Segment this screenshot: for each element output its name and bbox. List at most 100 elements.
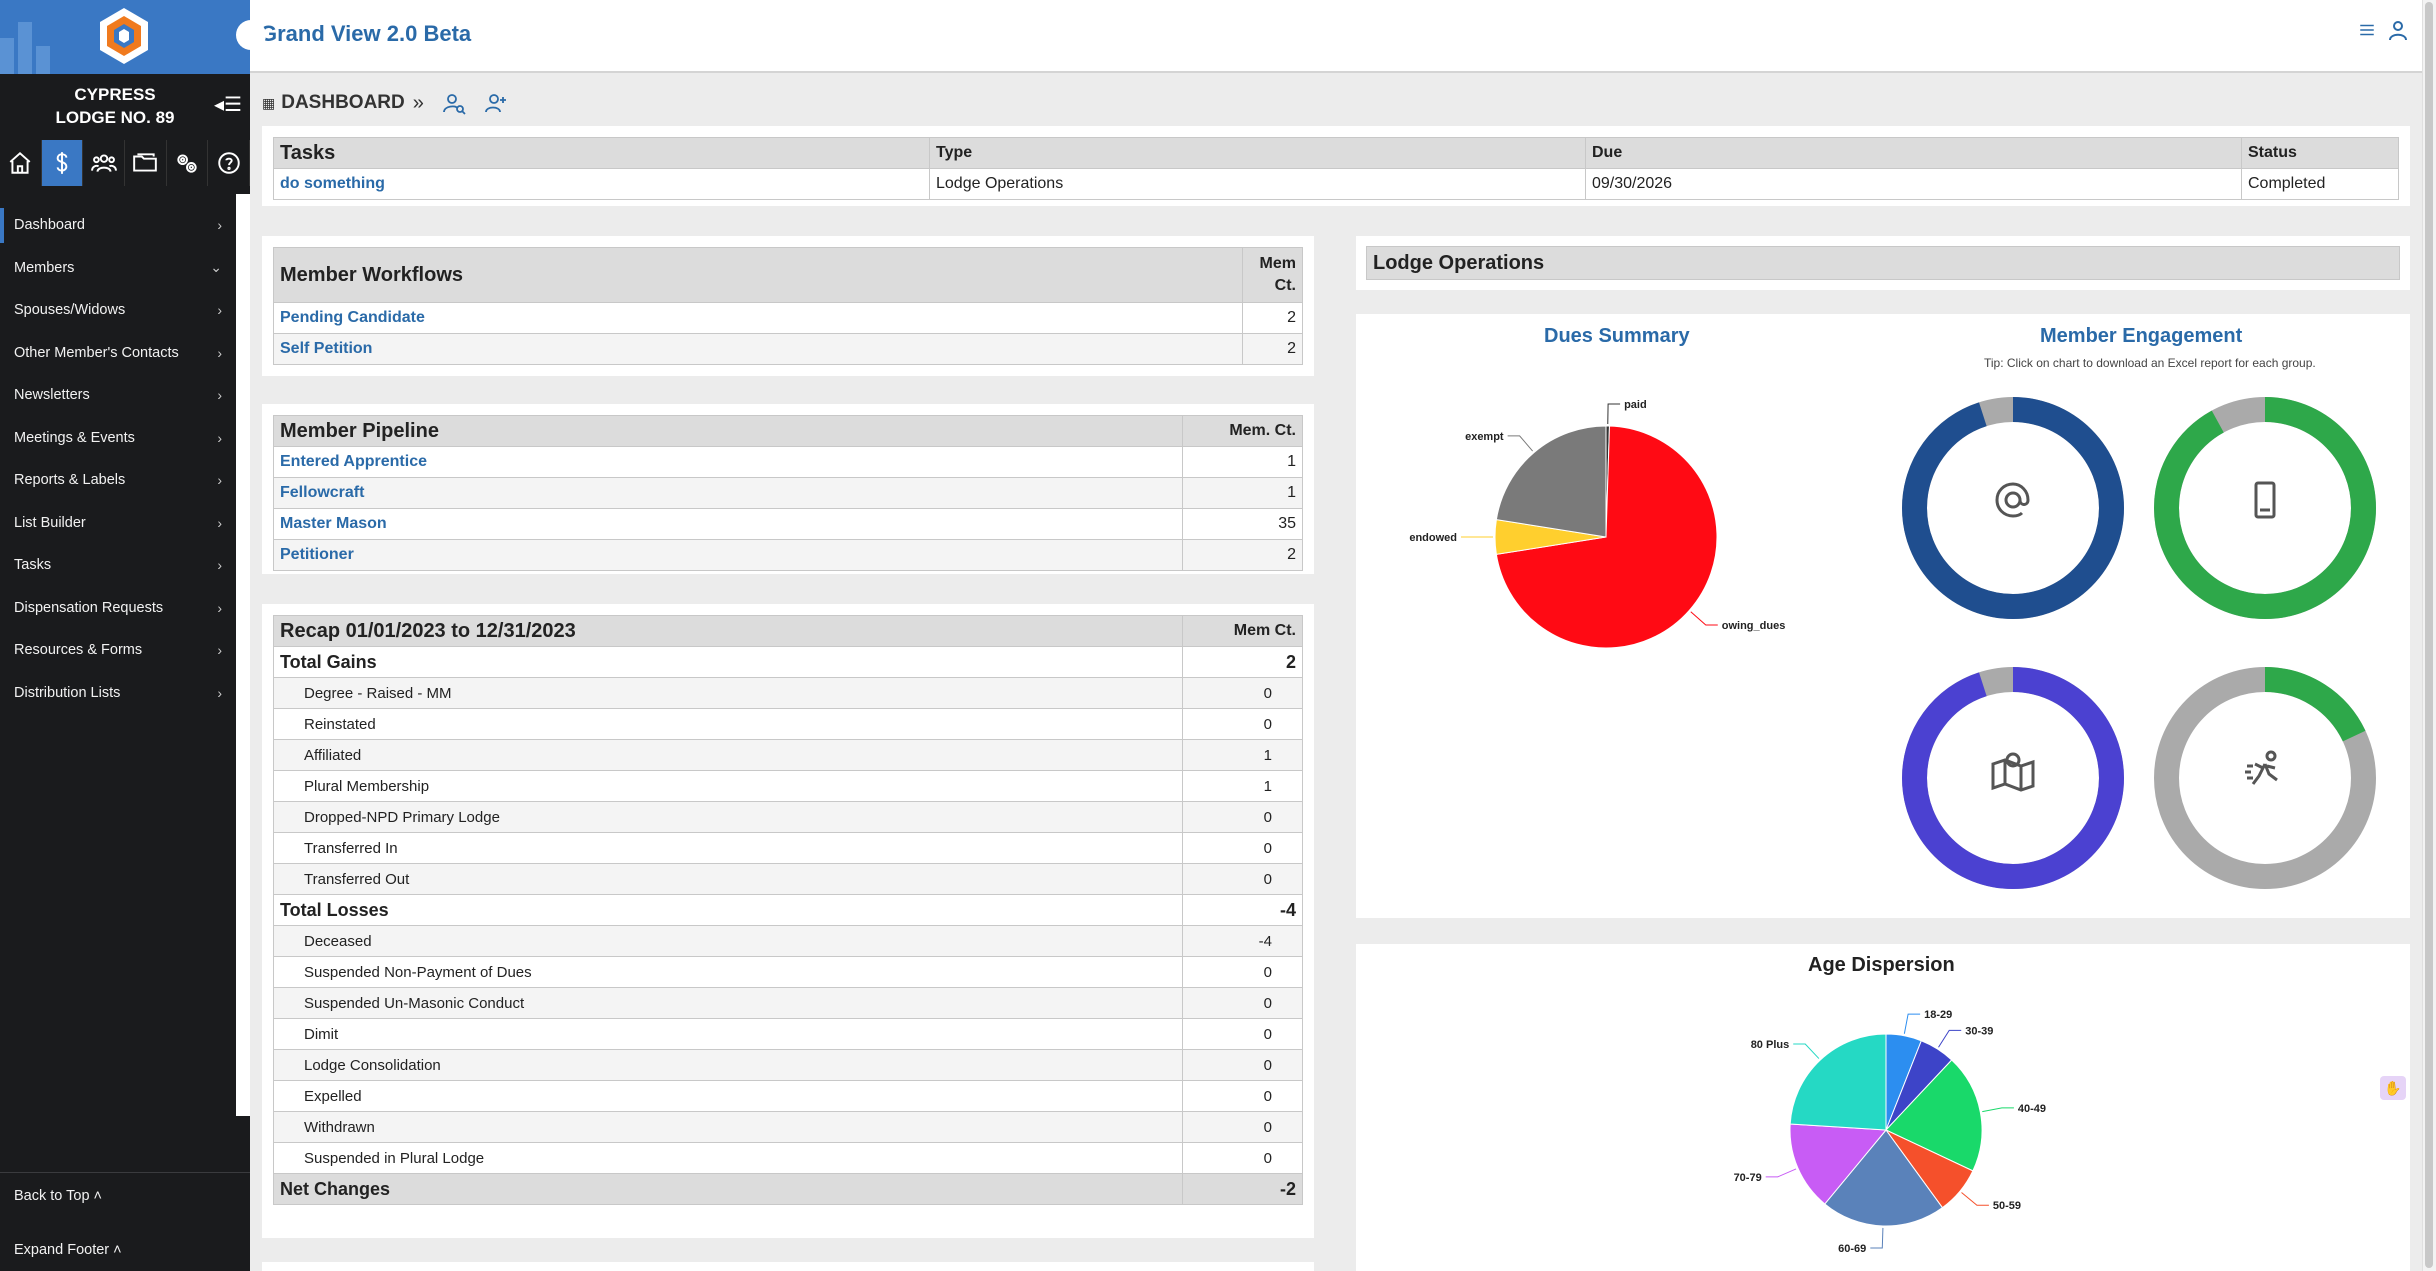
lodge-logo-icon[interactable] — [98, 6, 150, 66]
sidebar-icon-bar — [0, 140, 251, 186]
dues-slice-exempt[interactable] — [1495, 425, 1607, 538]
recap-item-label: Transferred In — [273, 832, 1183, 864]
age-leader-line — [1870, 1227, 1884, 1249]
recap-item-value: -4 — [1182, 925, 1303, 957]
recap-item-value: 0 — [1182, 1018, 1303, 1050]
workflow-link[interactable]: Self Petition — [280, 340, 373, 357]
engagement-donut-segment[interactable] — [2154, 667, 2376, 889]
table-row: Suspended in Plural Lodge 0 — [273, 1142, 1303, 1174]
sidebar-item-dispensation-requests[interactable]: Dispensation Requests › — [0, 587, 236, 630]
scrollbar-thumb[interactable] — [2425, 2, 2433, 1268]
members-icon[interactable] — [83, 140, 126, 186]
menu-icon[interactable] — [2358, 21, 2376, 39]
recap-item-value: 0 — [1182, 677, 1303, 709]
back-to-top-link[interactable]: Back to Top ˄ — [14, 1188, 102, 1204]
dues-summary-chart[interactable]: paid owing_dues endowed exempt — [1376, 364, 1836, 664]
breadcrumb: ▦ DASHBOARD » — [262, 88, 508, 118]
recap-item-label: Degree - Raised - MM — [273, 677, 1183, 709]
recap-item-label: Suspended Un-Masonic Conduct — [273, 987, 1183, 1019]
breadcrumb-dashboard[interactable]: DASHBOARD — [281, 92, 405, 113]
engagement-donut-segment[interactable] — [1902, 397, 2124, 619]
settings-icon[interactable] — [167, 140, 209, 186]
pipeline-link[interactable]: Fellowcraft — [280, 484, 365, 501]
expand-footer-link[interactable]: Expand Footer ˄ — [14, 1242, 122, 1258]
workflow-link[interactable]: Pending Candidate — [280, 309, 425, 326]
pipeline-link[interactable]: Petitioner — [280, 546, 354, 563]
sidebar-item-other-member-s-contacts[interactable]: Other Member's Contacts › — [0, 332, 236, 375]
sidebar-item-tasks[interactable]: Tasks › — [0, 544, 236, 587]
collapse-sidebar-icon[interactable]: ◂☰ — [214, 94, 242, 116]
user-icon[interactable] — [2386, 18, 2410, 42]
phone-icon — [2254, 481, 2276, 519]
age-dispersion-chart[interactable]: 18-29 30-39 40-49 50-59 60-69 70-79 80 Plus — [1656, 984, 2116, 1271]
sidebar-item-label: List Builder — [14, 514, 86, 531]
home-icon[interactable] — [0, 140, 42, 186]
task-due: 09/30/2026 — [1585, 168, 2242, 200]
age-slice-60-69[interactable] — [1824, 1129, 1944, 1227]
dollar-icon[interactable] — [41, 140, 84, 186]
age-slice-80-plus[interactable] — [1789, 1033, 1887, 1131]
table-row: Fellowcraft 1 — [273, 477, 1303, 509]
dues-leader-line — [1507, 435, 1533, 452]
recap-item-value: 0 — [1182, 1049, 1303, 1081]
recap-title: Recap 01/01/2023 to 12/31/2023 — [280, 619, 576, 642]
sidebar-item-spouses-widows[interactable]: Spouses/Widows › — [0, 289, 236, 332]
engagement-donut-segment[interactable] — [1902, 667, 2124, 889]
sidebar-item-label: Other Member's Contacts — [14, 344, 179, 361]
sidebar: CYPRESS LODGE NO. 89 ◂☰ Dashboard › Members… — [0, 0, 251, 1271]
chevron-icon: › — [217, 217, 222, 234]
help-icon[interactable] — [208, 140, 251, 186]
dues-label: exempt — [1465, 431, 1504, 443]
dues-label: paid — [1624, 399, 1647, 411]
search-members-icon[interactable] — [442, 91, 466, 115]
sidebar-item-newsletters[interactable]: Newsletters › — [0, 374, 236, 417]
brand-header — [0, 0, 250, 74]
recap-item-value: 0 — [1182, 708, 1303, 740]
recap-count-header: Mem Ct. — [1182, 615, 1303, 647]
pipeline-count: 35 — [1182, 508, 1303, 540]
task-link[interactable]: do something — [280, 175, 385, 192]
age-leader-line — [1938, 1029, 1962, 1048]
engagement-donut-segment[interactable] — [2154, 397, 2376, 619]
sidebar-item-resources-forms[interactable]: Resources & Forms › — [0, 629, 236, 672]
total-gains-label: Total Gains — [273, 646, 1183, 678]
task-status: Completed — [2241, 168, 2399, 200]
sidebar-item-members[interactable]: Members ⌄ — [0, 247, 236, 290]
folder-icon[interactable] — [125, 140, 167, 186]
age-label: 70-79 — [1734, 1172, 1762, 1184]
dues-label: endowed — [1409, 532, 1457, 544]
age-slice-70-79[interactable] — [1789, 1123, 1888, 1205]
sidebar-item-label: Meetings & Events — [14, 429, 135, 446]
age-label: 80 Plus — [1751, 1039, 1790, 1051]
table-row: Dimit 0 — [273, 1018, 1303, 1050]
age-leader-line — [1765, 1168, 1797, 1178]
breadcrumb-separator: » — [412, 91, 424, 114]
sidebar-item-reports-labels[interactable]: Reports & Labels › — [0, 459, 236, 502]
recap-item-label: Lodge Consolidation — [273, 1049, 1183, 1081]
sidebar-item-distribution-lists[interactable]: Distribution Lists › — [0, 672, 236, 715]
recap-item-value: 0 — [1182, 987, 1303, 1019]
sidebar-toggle[interactable] — [236, 20, 266, 50]
sidebar-item-dashboard[interactable]: Dashboard › — [0, 204, 236, 247]
sidebar-item-list-builder[interactable]: List Builder › — [0, 502, 236, 545]
chevron-icon: ⌄ — [210, 259, 222, 276]
dues-slice-owing-dues[interactable] — [1495, 425, 1718, 649]
net-changes-value: -2 — [1182, 1173, 1303, 1205]
age-leader-line — [1982, 1107, 2014, 1113]
add-member-icon[interactable] — [484, 91, 508, 115]
recap-item-label: Expelled — [273, 1080, 1183, 1112]
workflow-count: 2 — [1242, 302, 1303, 334]
tasks-status-header: Status — [2241, 137, 2399, 169]
pipeline-link[interactable]: Entered Apprentice — [280, 453, 427, 470]
member-engagement-chart[interactable] — [1886, 374, 2410, 914]
age-slice-40-49[interactable] — [1885, 1059, 1983, 1172]
top-header: Grand View 2.0 Beta — [250, 0, 2422, 73]
tasks-due-header: Due — [1585, 137, 2242, 169]
sidebar-item-meetings-events[interactable]: Meetings & Events › — [0, 417, 236, 460]
sidebar-item-label: Reports & Labels — [14, 472, 126, 489]
feedback-widget-icon[interactable]: ✋ — [2380, 1076, 2406, 1100]
pipeline-link[interactable]: Master Mason — [280, 515, 387, 532]
age-label: 60-69 — [1838, 1243, 1866, 1255]
recap-item-label: Suspended in Plural Lodge — [273, 1142, 1183, 1174]
pipeline-count: 2 — [1182, 539, 1303, 571]
